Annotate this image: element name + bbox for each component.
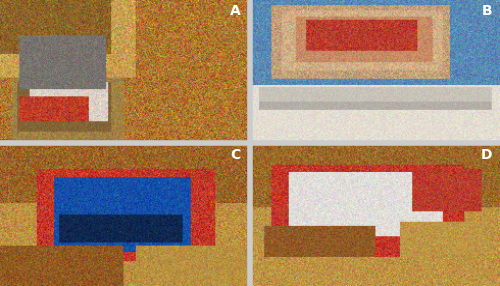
- Text: B: B: [482, 4, 492, 18]
- Text: C: C: [230, 148, 240, 162]
- Text: D: D: [481, 148, 492, 162]
- Text: A: A: [230, 4, 240, 18]
